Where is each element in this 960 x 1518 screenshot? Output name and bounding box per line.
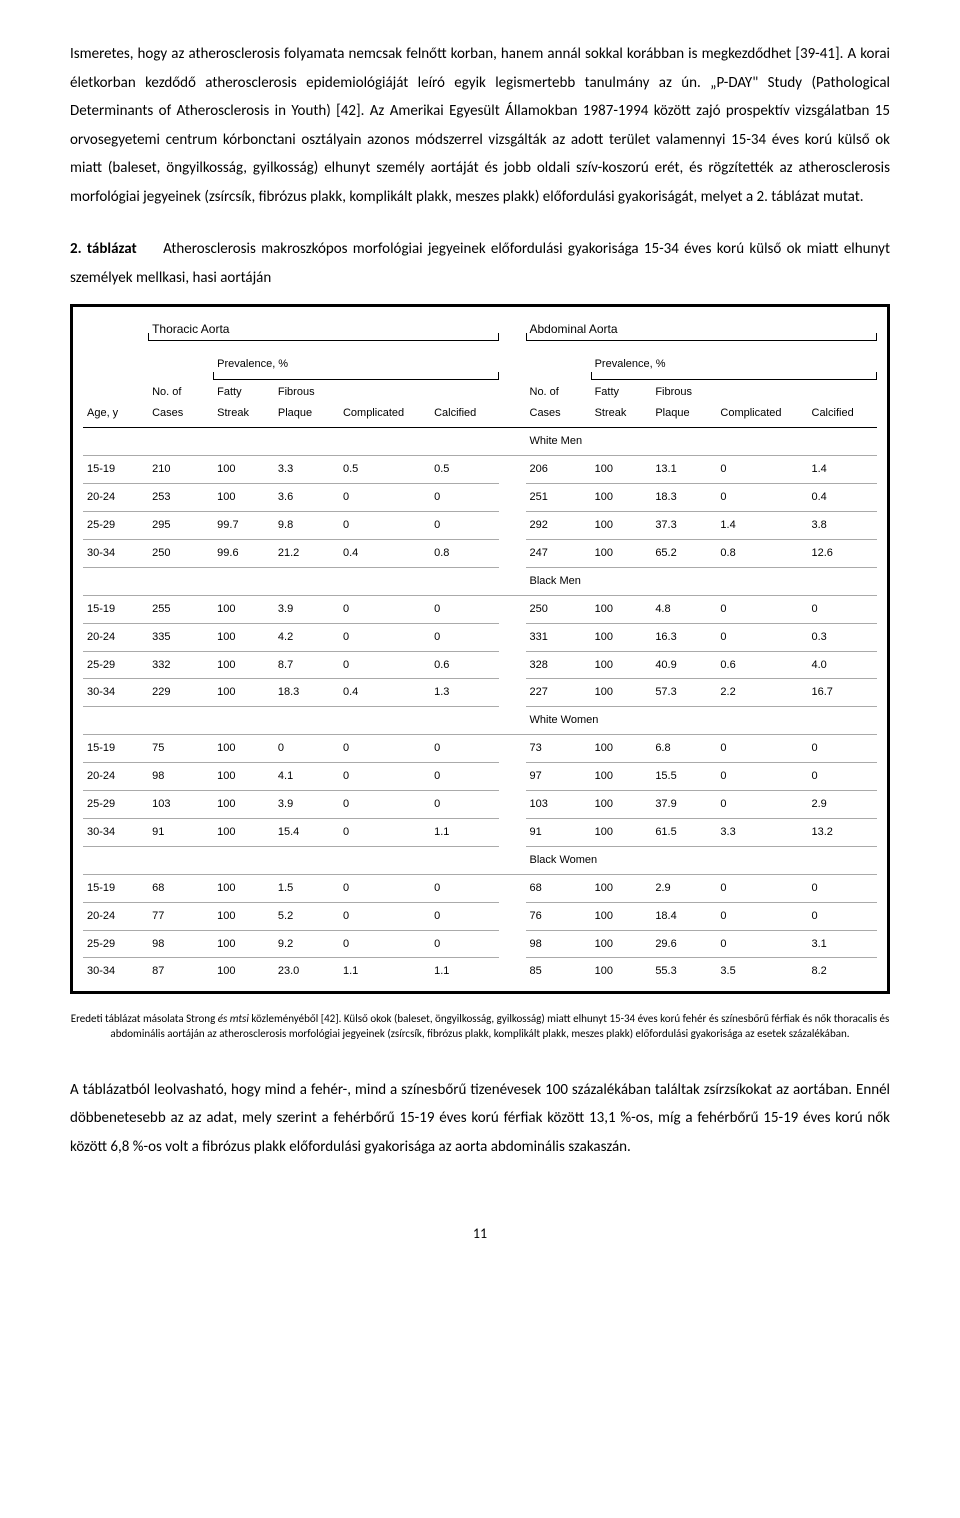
- table-row: 25-29981009.2009810029.603.1: [83, 930, 877, 958]
- table-row: 30-349110015.401.19110061.53.313.2: [83, 818, 877, 846]
- intro-paragraph: Ismeretes, hogy az atherosclerosis folya…: [70, 40, 890, 211]
- prevalence-left: Prevalence, %: [217, 358, 288, 370]
- table-row: 25-2929599.79.80029210037.31.43.8: [83, 512, 877, 540]
- table-row: 25-291031003.90010310037.902.9: [83, 791, 877, 819]
- table-footnote: Eredeti táblázat másolata Strong és mtsi…: [70, 1012, 890, 1042]
- table-caption: 2. táblázat Atherosclerosis makroszkópos…: [70, 235, 890, 292]
- subgroup-head: White Men: [526, 428, 878, 456]
- conclusion-paragraph: A táblázatból leolvasható, hogy mind a f…: [70, 1076, 890, 1162]
- col-calc-r: Calcified: [808, 378, 878, 428]
- table-row: 20-243351004.20033110016.300.3: [83, 623, 877, 651]
- table-row: 30-348710023.01.11.18510055.33.58.2: [83, 958, 877, 985]
- group-head-thoracic: Thoracic Aorta: [152, 322, 229, 336]
- col-compl-r: Complicated: [716, 378, 807, 428]
- caption-label: 2. táblázat: [70, 240, 137, 258]
- col-fatty-l: Fatty Streak: [213, 378, 274, 428]
- page-number: 11: [70, 1221, 890, 1248]
- prevalence-table: Thoracic Aorta Abdominal Aorta Prevalenc…: [70, 304, 890, 994]
- table-row: 15-192551003.9002501004.800: [83, 595, 877, 623]
- col-ncases-r: No. of Cases: [526, 378, 591, 428]
- col-fibrous-l: Fibrous Plaque: [274, 378, 339, 428]
- table-row: 20-24771005.2007610018.400: [83, 902, 877, 930]
- subgroup-head: White Women: [526, 707, 878, 735]
- table-row: 15-192101003.30.50.520610013.101.4: [83, 456, 877, 484]
- table-row: 30-3422910018.30.41.322710057.32.216.7: [83, 679, 877, 707]
- subgroup-head: Black Women: [526, 846, 878, 874]
- col-ncases-l: No. of Cases: [148, 378, 213, 428]
- table-row: 30-3425099.621.20.40.824710065.20.812.6: [83, 540, 877, 568]
- table-row: 20-242531003.60025110018.300.4: [83, 484, 877, 512]
- col-compl-l: Complicated: [339, 378, 430, 428]
- table-row: 25-293321008.700.632810040.90.64.0: [83, 651, 877, 679]
- col-fibrous-r: Fibrous Plaque: [651, 378, 716, 428]
- prevalence-right: Prevalence, %: [595, 358, 666, 370]
- table-row: 20-24981004.1009710015.500: [83, 763, 877, 791]
- col-calc-l: Calcified: [430, 378, 499, 428]
- table-row: 15-1975100000731006.800: [83, 735, 877, 763]
- subgroup-head: Black Men: [526, 567, 878, 595]
- group-head-abdominal: Abdominal Aorta: [530, 322, 618, 336]
- col-age: Age, y: [83, 378, 148, 428]
- caption-text: Atherosclerosis makroszkópos morfológiai…: [70, 240, 890, 287]
- col-fatty-r: Fatty Streak: [591, 378, 652, 428]
- table-row: 15-19681001.500681002.900: [83, 874, 877, 902]
